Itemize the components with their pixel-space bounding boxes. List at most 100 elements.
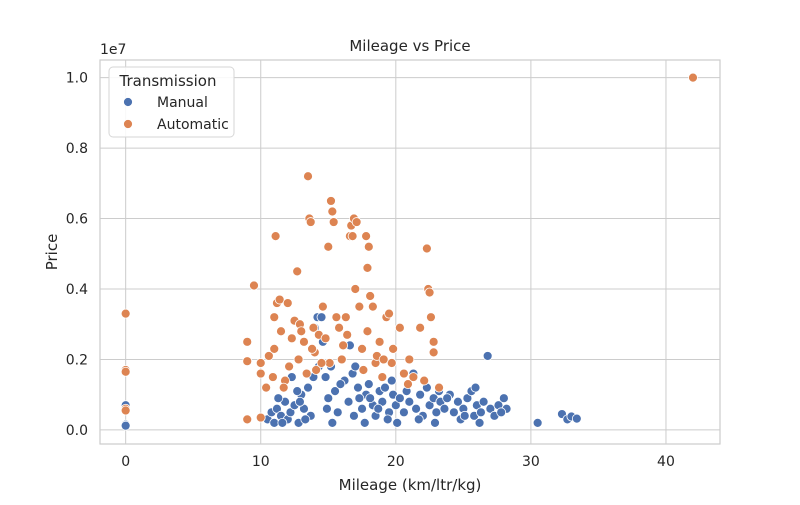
data-point-automatic	[301, 368, 312, 379]
legend-label-automatic: Automatic	[157, 117, 229, 133]
data-point-automatic	[274, 294, 285, 305]
data-point-automatic	[361, 231, 372, 242]
data-point-manual	[478, 396, 489, 407]
data-point-automatic	[242, 336, 253, 347]
x-tick-label: 30	[522, 454, 540, 470]
data-point-manual	[349, 410, 359, 421]
data-point-manual	[380, 382, 390, 393]
data-point-manual	[459, 410, 470, 421]
data-point-manual	[120, 420, 131, 431]
data-point-automatic	[267, 372, 278, 382]
data-point-automatic	[426, 312, 436, 323]
data-points	[120, 72, 698, 431]
data-point-manual	[431, 407, 442, 418]
series-automatic	[120, 72, 698, 425]
data-point-manual	[303, 382, 313, 393]
data-point-manual	[476, 407, 486, 418]
x-tick-labels: 0 10 20 30 40	[121, 454, 675, 470]
data-point-automatic	[255, 368, 266, 379]
data-point-manual	[474, 417, 485, 428]
chart-title: Mileage vs Price	[349, 37, 470, 55]
data-point-manual	[382, 414, 393, 425]
legend-label-manual: Manual	[157, 95, 208, 111]
data-point-automatic	[334, 322, 344, 333]
data-point-manual	[498, 393, 509, 404]
data-point-automatic	[404, 354, 415, 365]
data-point-automatic	[419, 375, 430, 386]
data-point-manual	[327, 417, 338, 428]
y-tick-label: 0.2	[66, 352, 88, 368]
data-point-automatic	[303, 171, 313, 182]
data-point-automatic	[261, 382, 272, 393]
data-point-automatic	[399, 368, 409, 379]
y-axis-label: Price	[43, 234, 61, 271]
data-point-automatic	[324, 358, 335, 368]
data-point-automatic	[328, 217, 339, 227]
data-point-automatic	[282, 298, 293, 308]
data-point-automatic	[428, 336, 439, 347]
data-point-automatic	[316, 358, 327, 368]
data-point-manual	[295, 396, 305, 407]
data-point-manual	[300, 414, 311, 425]
y-tick-label: 0.6	[66, 212, 88, 228]
data-point-manual	[386, 375, 397, 386]
data-point-manual	[350, 361, 361, 372]
x-tick-label: 20	[387, 454, 405, 470]
data-point-automatic	[350, 284, 361, 294]
data-point-manual	[357, 403, 367, 414]
data-point-automatic	[374, 336, 385, 347]
data-point-automatic	[327, 206, 338, 217]
data-point-automatic	[428, 347, 439, 358]
data-point-manual	[532, 417, 543, 428]
data-point-automatic	[308, 322, 319, 333]
data-point-automatic	[317, 301, 328, 312]
data-point-manual	[363, 379, 374, 390]
data-point-automatic	[358, 365, 369, 375]
x-tick-label: 0	[121, 454, 130, 470]
data-point-automatic	[120, 366, 131, 377]
data-point-automatic	[311, 365, 322, 375]
data-point-automatic	[276, 326, 286, 337]
data-point-manual	[439, 403, 450, 414]
data-point-automatic	[305, 217, 316, 227]
data-point-automatic	[367, 301, 378, 312]
y-tick-label: 1.0	[66, 71, 88, 87]
data-point-manual	[399, 407, 409, 418]
legend: Transmission Manual Automatic	[108, 66, 235, 138]
legend-marker-manual	[123, 97, 133, 107]
data-point-automatic	[378, 354, 389, 365]
data-point-automatic	[354, 301, 365, 312]
y-tick-labels: 0.0 0.2 0.4 0.6 0.8 1.0	[66, 71, 88, 439]
data-point-automatic	[336, 354, 347, 365]
data-point-automatic	[296, 326, 307, 337]
data-point-automatic	[351, 217, 362, 227]
data-point-manual	[322, 403, 332, 414]
data-point-automatic	[688, 72, 698, 83]
data-point-manual	[496, 407, 507, 418]
data-point-manual	[413, 414, 424, 425]
data-point-automatic	[269, 312, 280, 323]
data-point-automatic	[415, 322, 426, 333]
data-point-manual	[411, 403, 421, 414]
data-point-automatic	[342, 329, 353, 340]
data-point-manual	[430, 417, 440, 428]
data-point-manual	[470, 382, 481, 393]
data-point-automatic	[269, 343, 280, 354]
data-point-automatic	[307, 343, 317, 354]
data-point-manual	[316, 312, 327, 323]
data-point-automatic	[292, 266, 303, 277]
data-point-manual	[343, 396, 354, 407]
data-point-manual	[323, 393, 334, 404]
data-point-manual	[482, 351, 493, 361]
data-point-manual	[273, 393, 284, 404]
data-point-automatic	[384, 308, 394, 319]
data-point-manual	[394, 393, 405, 404]
data-point-manual	[415, 389, 426, 400]
data-point-automatic	[293, 354, 304, 365]
data-point-manual	[571, 413, 582, 424]
data-point-automatic	[331, 312, 342, 323]
data-point-manual	[332, 407, 343, 418]
data-point-automatic	[362, 326, 373, 337]
data-point-automatic	[424, 287, 435, 298]
